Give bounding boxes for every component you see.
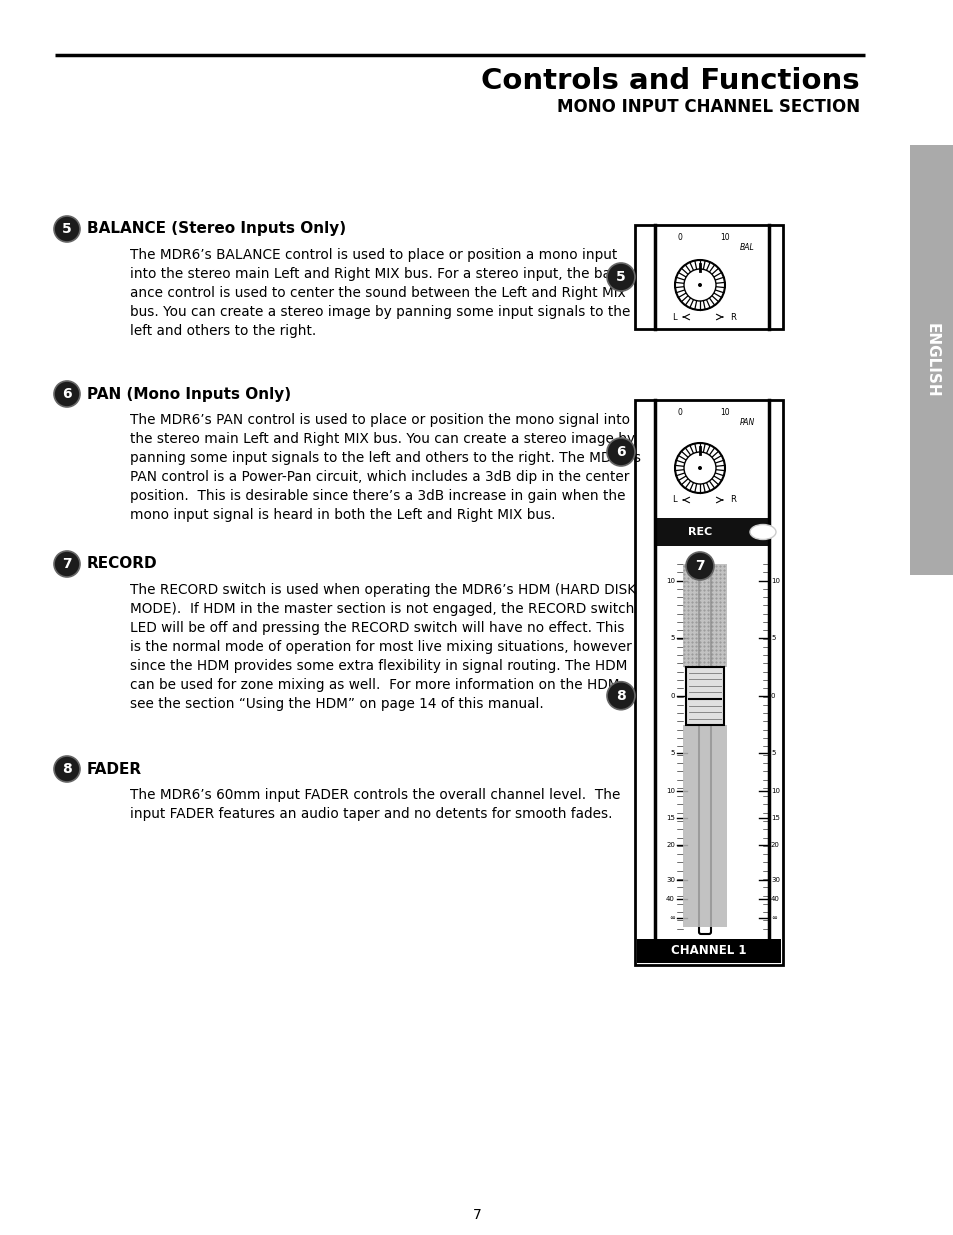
Bar	[635, 400, 782, 965]
Text: 5: 5	[616, 270, 625, 284]
Text: ENGLISH: ENGLISH	[923, 322, 939, 398]
Text: REC: REC	[687, 527, 711, 537]
Text: The MDR6’s BALANCE control is used to place or position a mono input
into the st: The MDR6’s BALANCE control is used to pl…	[130, 248, 630, 338]
Bar	[635, 225, 782, 329]
Text: The MDR6’s 60mm input FADER controls the overall channel level.  The
input FADER: The MDR6’s 60mm input FADER controls the…	[130, 788, 619, 821]
Text: RECORD: RECORD	[87, 557, 157, 572]
Text: The MDR6’s PAN control is used to place or position the mono signal into
the ste: The MDR6’s PAN control is used to place …	[130, 412, 640, 521]
Circle shape	[54, 216, 80, 242]
Text: 40: 40	[770, 895, 779, 902]
Circle shape	[54, 382, 80, 408]
Text: 0: 0	[677, 233, 681, 242]
Text: 0: 0	[770, 693, 775, 699]
Bar	[685, 667, 723, 725]
Text: FADER: FADER	[87, 762, 142, 777]
Circle shape	[606, 263, 635, 291]
Text: 15: 15	[665, 815, 675, 821]
Text: 30: 30	[665, 877, 675, 883]
Text: 10: 10	[770, 578, 780, 584]
Text: BALANCE (Stereo Inputs Only): BALANCE (Stereo Inputs Only)	[87, 221, 346, 236]
Text: PAN: PAN	[740, 417, 755, 427]
Text: 10: 10	[770, 788, 780, 794]
Text: MONO INPUT CHANNEL SECTION: MONO INPUT CHANNEL SECTION	[557, 98, 859, 116]
Circle shape	[54, 756, 80, 782]
Text: ∞: ∞	[668, 915, 675, 921]
Text: PAN (Mono Inputs Only): PAN (Mono Inputs Only)	[87, 387, 291, 401]
Text: 6: 6	[62, 387, 71, 401]
Ellipse shape	[749, 525, 775, 540]
Circle shape	[683, 452, 716, 484]
Text: CHANNEL 1: CHANNEL 1	[671, 945, 746, 957]
Text: 0: 0	[677, 408, 681, 417]
Bar	[909, 144, 953, 576]
Bar	[637, 939, 781, 963]
Text: 7: 7	[62, 557, 71, 571]
Circle shape	[54, 551, 80, 577]
Circle shape	[683, 269, 716, 301]
FancyBboxPatch shape	[699, 557, 710, 934]
Text: BAL: BAL	[740, 243, 754, 252]
Circle shape	[606, 438, 635, 466]
Circle shape	[606, 682, 635, 710]
Circle shape	[698, 466, 701, 471]
Text: 5: 5	[670, 635, 675, 641]
Text: R: R	[729, 312, 735, 321]
Text: 30: 30	[770, 877, 780, 883]
Text: 5: 5	[62, 222, 71, 236]
Text: 8: 8	[62, 762, 71, 776]
Text: 10: 10	[720, 233, 729, 242]
Text: 10: 10	[665, 788, 675, 794]
Text: Controls and Functions: Controls and Functions	[481, 67, 859, 95]
Text: 15: 15	[770, 815, 779, 821]
Bar	[655, 517, 768, 546]
Text: 8: 8	[616, 689, 625, 703]
Text: 6: 6	[616, 445, 625, 459]
Text: 20: 20	[665, 842, 675, 848]
Text: ∞: ∞	[770, 915, 776, 921]
Text: L: L	[671, 495, 676, 505]
Text: 7: 7	[472, 1208, 481, 1221]
Text: 5: 5	[770, 750, 775, 756]
Circle shape	[685, 552, 713, 580]
Text: 20: 20	[770, 842, 779, 848]
Text: 5: 5	[670, 750, 675, 756]
Bar	[682, 725, 726, 927]
Text: 7: 7	[695, 559, 704, 573]
Text: 40: 40	[665, 895, 675, 902]
Text: 10: 10	[665, 578, 675, 584]
Text: 10: 10	[720, 408, 729, 417]
Bar	[682, 564, 726, 667]
Text: 5: 5	[770, 635, 775, 641]
Text: The RECORD switch is used when operating the MDR6’s HDM (HARD DISK
MODE).  If HD: The RECORD switch is used when operating…	[130, 583, 636, 710]
Text: R: R	[729, 495, 735, 505]
Text: 0: 0	[670, 693, 675, 699]
Text: L: L	[671, 312, 676, 321]
Circle shape	[698, 283, 701, 287]
